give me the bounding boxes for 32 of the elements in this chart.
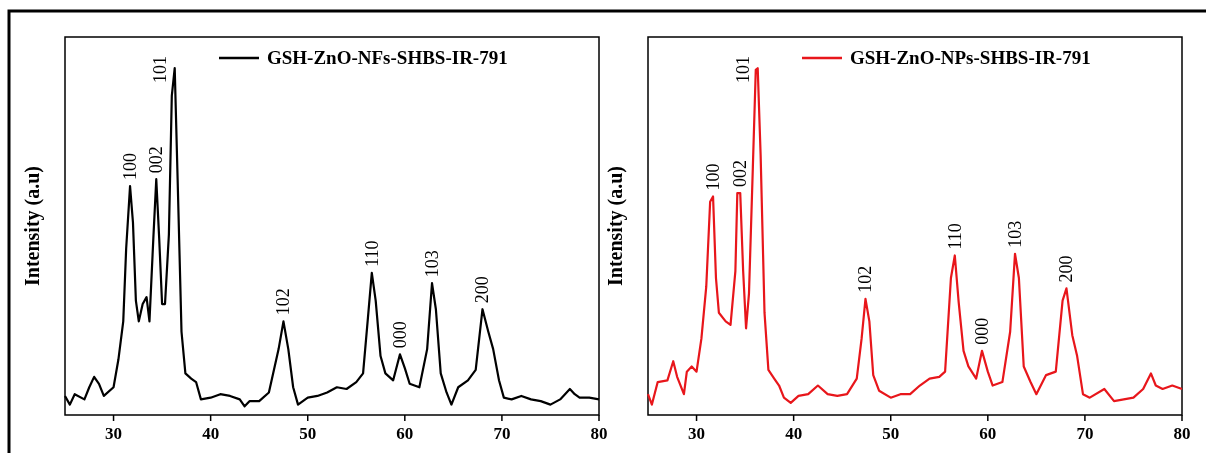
annotation: 002 [146, 146, 167, 174]
annotation: 101 [732, 56, 753, 83]
x-tick-label: 40 [202, 424, 220, 443]
legend-label: GSH-ZnO-NFs-SHBS-IR-791 [267, 47, 508, 68]
annotation: 110 [944, 223, 965, 250]
annotation: 100 [120, 153, 141, 181]
annotation: 100 [703, 163, 724, 191]
legend-label: GSH-ZnO-NPs-SHBS-IR-791 [850, 47, 1091, 68]
annotation: 102 [855, 265, 876, 293]
x-tick-label: 70 [1076, 424, 1094, 443]
annotation: 200 [1056, 255, 1077, 283]
x-tick-label: 30 [105, 424, 123, 443]
x-tick-label: 70 [493, 424, 511, 443]
annotation: 102 [273, 288, 294, 316]
x-tick-label: 60 [979, 424, 997, 443]
annotation: 200 [472, 276, 493, 304]
annotation: 110 [361, 240, 382, 267]
x-tick-label: 40 [785, 424, 803, 443]
x-tick-label: 30 [688, 424, 706, 443]
x-tick-label: 60 [396, 424, 414, 443]
x-tick-label: 80 [590, 424, 608, 443]
x-tick-label: 50 [299, 424, 317, 443]
annotation: 103 [1005, 220, 1025, 248]
y-axis-title: Intensity (a.u) [604, 165, 627, 287]
y-axis-title: Intensity (a.u) [21, 165, 44, 287]
annotation: 002 [730, 160, 751, 188]
annotation: 103 [422, 250, 442, 278]
x-tick-label: 80 [1173, 424, 1191, 443]
annotation: 000 [971, 317, 992, 345]
annotation: 000 [389, 321, 410, 349]
annotation: 101 [149, 56, 170, 83]
x-tick-label: 50 [882, 424, 900, 443]
